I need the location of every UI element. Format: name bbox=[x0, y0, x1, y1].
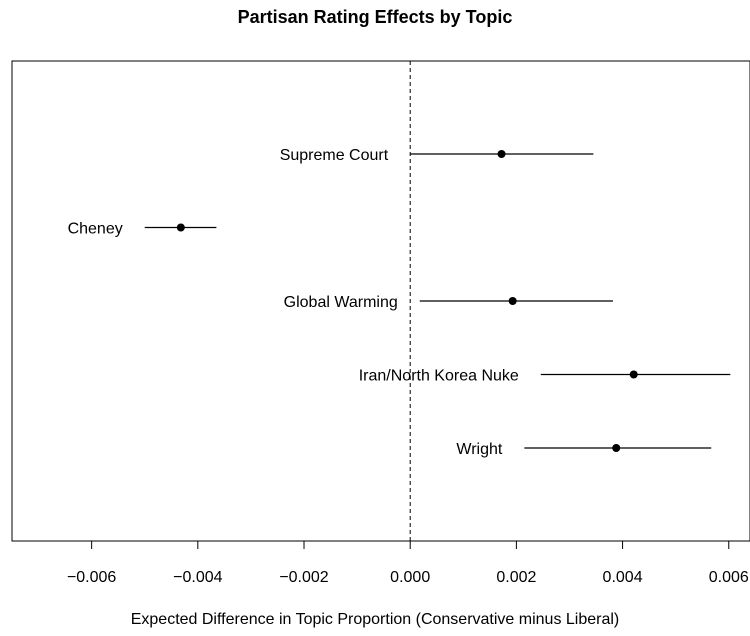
label-global-warming: Global Warming bbox=[284, 294, 398, 311]
x-tick-label: 0.004 bbox=[603, 569, 643, 586]
point-supreme-court bbox=[497, 150, 506, 158]
label-cheney: Cheney bbox=[68, 221, 123, 238]
point-iran-north-korea-nuke bbox=[629, 370, 638, 379]
point-global-warming bbox=[508, 297, 517, 305]
chart-title: Partisan Rating Effects by Topic bbox=[237, 7, 513, 27]
x-tick-label: −0.002 bbox=[279, 569, 328, 586]
x-tick-label: 0.000 bbox=[390, 569, 430, 586]
label-iran-north-korea-nuke: Iran/North Korea Nuke bbox=[359, 368, 519, 385]
point-cheney bbox=[176, 223, 185, 232]
x-tick-label: 0.006 bbox=[709, 569, 749, 586]
coefficient-plot: Supreme Court Cheney Global Warming Iran/No… bbox=[11, 60, 750, 586]
x-axis-title: Expected Difference in Topic Proportion … bbox=[130, 611, 620, 628]
x-tick-label: −0.006 bbox=[67, 569, 116, 586]
label-wright: Wright bbox=[456, 441, 502, 458]
x-tick-label: 0.002 bbox=[496, 569, 536, 586]
label-supreme-court: Supreme Court bbox=[280, 147, 389, 164]
x-tick-label: −0.004 bbox=[173, 569, 222, 586]
point-wright bbox=[612, 444, 621, 452]
